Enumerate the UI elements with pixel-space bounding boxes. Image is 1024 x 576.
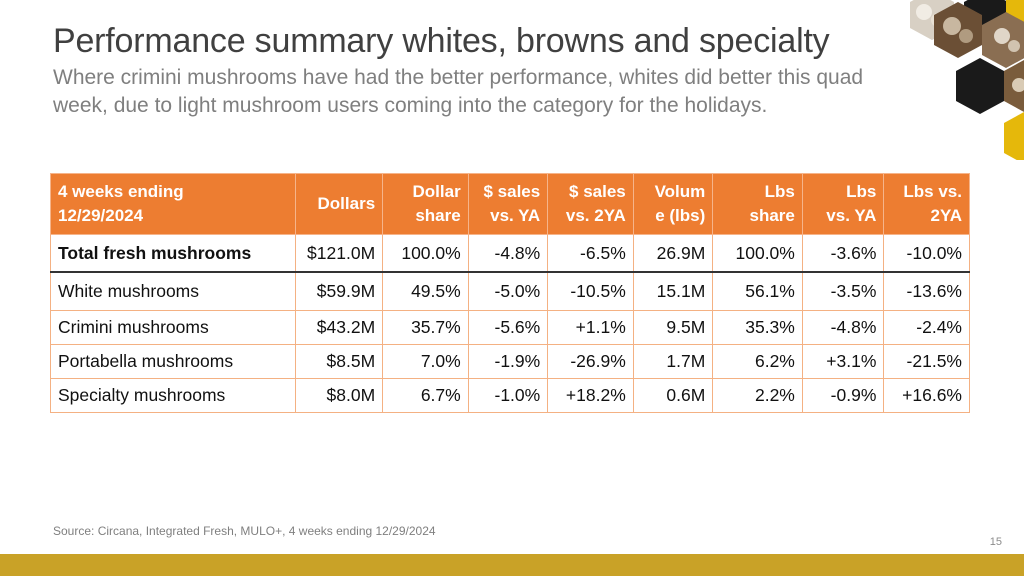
- cell-volume: 9.5M: [632, 309, 714, 345]
- slide-subtitle: Where crimini mushrooms have had the bet…: [53, 66, 864, 117]
- cell-dollar-share: 35.7%: [382, 309, 469, 345]
- cell-lbs-vs-2ya: -2.4%: [883, 309, 970, 345]
- table-row: Specialty mushrooms $8.0M 6.7% -1.0% +18…: [50, 377, 970, 413]
- row-label: Specialty mushrooms: [50, 377, 296, 413]
- header-sales-vs-2ya: $ sales vs. 2YA: [547, 173, 634, 235]
- source-note: Source: Circana, Integrated Fresh, MULO+…: [53, 524, 436, 538]
- row-label: Total fresh mushrooms: [50, 234, 296, 273]
- cell-dollars: $8.5M: [294, 343, 384, 379]
- slide-title: Performance summary whites, browns and s…: [53, 22, 830, 60]
- cell-sales-vs-2ya: -10.5%: [547, 271, 634, 311]
- cell-lbs-vs-ya: -3.6%: [801, 234, 885, 273]
- table-row: White mushrooms $59.9M 49.5% -5.0% -10.5…: [50, 271, 970, 311]
- cell-lbs-share: 35.3%: [712, 309, 803, 345]
- cell-dollars: $121.0M: [294, 234, 384, 273]
- cell-lbs-vs-ya: -4.8%: [801, 309, 885, 345]
- cell-lbs-vs-2ya: +16.6%: [883, 377, 970, 413]
- header-period: 4 weeks ending 12/29/2024: [50, 173, 296, 235]
- cell-dollar-share: 49.5%: [382, 271, 469, 311]
- row-label: White mushrooms: [50, 271, 296, 311]
- cell-lbs-share: 2.2%: [712, 377, 803, 413]
- header-lbs-share: Lbs share: [712, 173, 803, 235]
- header-dollar-share: Dollar share: [382, 173, 469, 235]
- cell-sales-vs-ya: -4.8%: [467, 234, 549, 273]
- cell-sales-vs-2ya: +18.2%: [547, 377, 634, 413]
- header-lbs-vs-2ya: Lbs vs. 2YA: [883, 173, 970, 235]
- cell-volume: 15.1M: [632, 271, 714, 311]
- row-label: Portabella mushrooms: [50, 343, 296, 379]
- cell-sales-vs-2ya: -26.9%: [547, 343, 634, 379]
- cell-dollar-share: 6.7%: [382, 377, 469, 413]
- footer-bar: [0, 554, 1024, 576]
- table-header-row: 4 weeks ending 12/29/2024 Dollars Dollar s…: [50, 173, 970, 235]
- header-sales-vs-ya: $ sales vs. YA: [467, 173, 549, 235]
- cell-sales-vs-ya: -5.6%: [467, 309, 549, 345]
- cell-lbs-vs-2ya: -10.0%: [883, 234, 970, 273]
- header-dollars: Dollars: [294, 173, 384, 235]
- cell-lbs-vs-2ya: -13.6%: [883, 271, 970, 311]
- cell-dollars: $8.0M: [294, 377, 384, 413]
- cell-dollar-share: 7.0%: [382, 343, 469, 379]
- cell-lbs-vs-2ya: -21.5%: [883, 343, 970, 379]
- table-row: Portabella mushrooms $8.5M 7.0% -1.9% -2…: [50, 343, 970, 379]
- cell-lbs-share: 100.0%: [712, 234, 803, 273]
- cell-sales-vs-ya: -1.0%: [467, 377, 549, 413]
- mushroom-hexagon-images: [910, 0, 1024, 160]
- cell-volume: 0.6M: [632, 377, 714, 413]
- table-row: Crimini mushrooms $43.2M 35.7% -5.6% +1.…: [50, 309, 970, 345]
- cell-sales-vs-ya: -1.9%: [467, 343, 549, 379]
- cell-lbs-share: 6.2%: [712, 343, 803, 379]
- cell-lbs-vs-ya: -0.9%: [801, 377, 885, 413]
- cell-lbs-vs-ya: +3.1%: [801, 343, 885, 379]
- header-volume: Volum e (lbs): [632, 173, 714, 235]
- cell-dollars: $43.2M: [294, 309, 384, 345]
- row-label: Crimini mushrooms: [50, 309, 296, 345]
- cell-lbs-vs-ya: -3.5%: [801, 271, 885, 311]
- page-number: 15: [989, 536, 1002, 548]
- table-row-total: Total fresh mushrooms $121.0M 100.0% -4.…: [50, 234, 970, 273]
- header-lbs-vs-ya: Lbs vs. YA: [801, 173, 885, 235]
- cell-sales-vs-2ya: +1.1%: [547, 309, 634, 345]
- performance-table: 4 weeks ending 12/29/2024 Dollars Dollar s…: [50, 173, 970, 413]
- cell-dollars: $59.9M: [294, 271, 384, 311]
- cell-volume: 26.9M: [632, 234, 714, 273]
- cell-lbs-share: 56.1%: [712, 271, 803, 311]
- cell-volume: 1.7M: [632, 343, 714, 379]
- cell-sales-vs-ya: -5.0%: [467, 271, 549, 311]
- cell-dollar-share: 100.0%: [382, 234, 469, 273]
- cell-sales-vs-2ya: -6.5%: [547, 234, 634, 273]
